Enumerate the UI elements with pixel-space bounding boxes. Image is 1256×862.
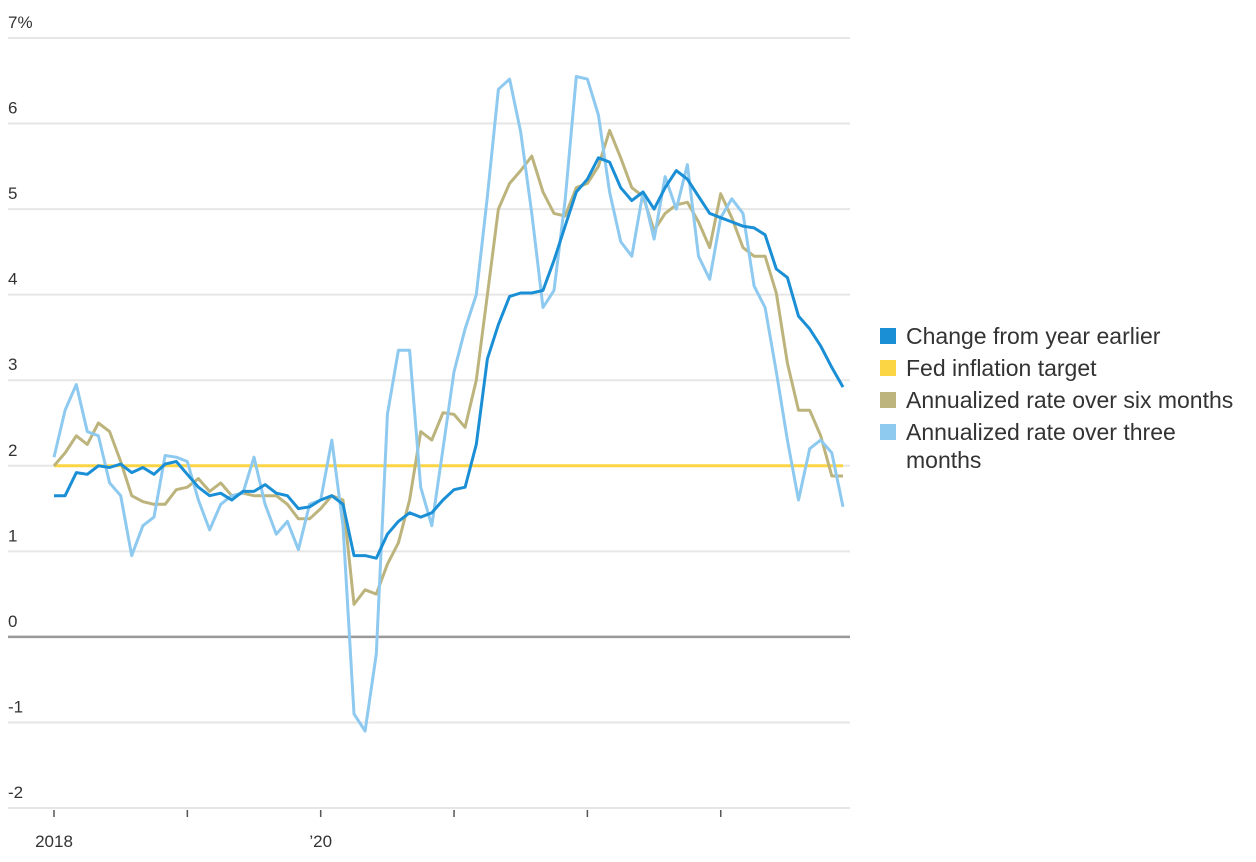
y-tick-label: 3 bbox=[8, 355, 17, 374]
y-tick-label: 4 bbox=[8, 270, 17, 289]
chart: -2 -1 0 1 2 3 4 5 6 7% 2018 ’20 bbox=[8, 13, 850, 851]
series-line bbox=[52, 128, 843, 606]
y-tick-label: 7% bbox=[8, 13, 33, 32]
legend-label: Fed inflation target bbox=[906, 355, 1097, 381]
legend-swatch bbox=[880, 424, 896, 440]
legend-label: Change from year earlier bbox=[906, 323, 1161, 349]
legend-label: Annualized rate over three months bbox=[906, 419, 1176, 473]
legend-item: Change from year earlier bbox=[880, 322, 1250, 350]
legend-label: Annualized rate over six months bbox=[906, 387, 1234, 413]
y-tick-label: 2 bbox=[8, 441, 17, 460]
legend-item: Annualized rate over three months bbox=[880, 418, 1250, 474]
y-tick-label: 6 bbox=[8, 99, 17, 118]
x-tick-label: 2018 bbox=[35, 832, 73, 851]
legend: Change from year earlier Fed inflation ta… bbox=[880, 322, 1250, 478]
legend-item: Annualized rate over six months bbox=[880, 386, 1250, 414]
legend-item: Fed inflation target bbox=[880, 354, 1250, 382]
legend-swatch bbox=[880, 360, 896, 376]
legend-swatch bbox=[880, 328, 896, 344]
y-tick-label: 5 bbox=[8, 184, 17, 203]
y-tick-label: 0 bbox=[8, 612, 17, 631]
y-tick-label: 1 bbox=[8, 526, 17, 545]
series-line bbox=[54, 156, 845, 560]
series-line bbox=[52, 75, 845, 733]
y-tick-label: -1 bbox=[8, 697, 23, 716]
y-tick-label: -2 bbox=[8, 783, 23, 802]
legend-swatch bbox=[880, 392, 896, 408]
x-tick-label: ’20 bbox=[309, 832, 332, 851]
